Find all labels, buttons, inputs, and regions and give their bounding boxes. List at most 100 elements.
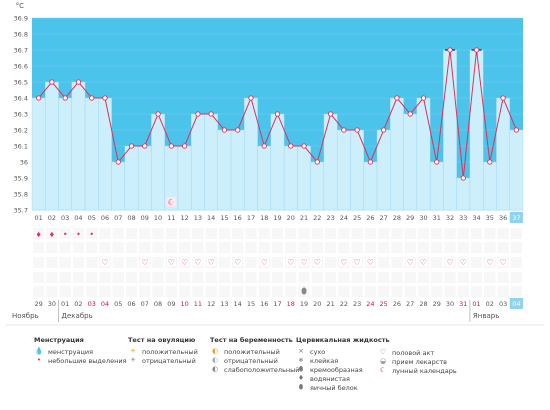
legend-cervical-sticky: клейкая	[310, 356, 339, 365]
symbol-cell	[46, 272, 58, 283]
heart-mark: ♡	[261, 258, 268, 267]
date-label: 11	[194, 300, 202, 308]
heart-cell	[497, 256, 509, 268]
y-tick-label: 36.5	[14, 79, 28, 87]
temperature-bar	[337, 129, 351, 211]
symbol-cell	[232, 242, 244, 253]
symbol-cell	[391, 286, 403, 297]
heart-cell	[444, 256, 456, 268]
heart-cell	[99, 256, 111, 268]
symbol-cell	[218, 257, 231, 268]
temperature-bar	[111, 161, 126, 211]
date-label: 24	[366, 300, 374, 308]
cycle-day-label: 16	[234, 214, 242, 222]
symbol-cell	[86, 257, 98, 268]
cycle-day-label: 01	[34, 214, 42, 222]
symbol-cell	[510, 228, 522, 239]
moon-icon: ☾	[379, 366, 387, 374]
temperature-bar	[71, 81, 86, 211]
symbol-cell	[457, 228, 469, 239]
date-label: 02	[74, 300, 82, 308]
pregnancy-positive-icon: ◐	[211, 347, 219, 355]
temperature-point	[288, 143, 294, 149]
cycle-day-label: 10	[154, 214, 162, 222]
sticky-icon: ∗	[298, 356, 304, 364]
cycle-day-label: 31	[433, 214, 441, 222]
menstruation-mark: •	[63, 230, 68, 239]
y-tick-label: 36.1	[14, 143, 28, 151]
cycle-day-label: 29	[406, 214, 414, 222]
legend-spotting-item: небольшие выделения	[48, 356, 127, 365]
heart-cell	[404, 256, 416, 268]
today-highlight	[509, 212, 523, 223]
temperature-point	[274, 111, 281, 117]
symbol-cell	[391, 242, 403, 253]
heart-icon: ♡	[379, 348, 387, 356]
symbol-cell	[351, 286, 363, 297]
heart-mark: ♡	[314, 258, 321, 267]
sun-positive-icon: ☀	[129, 347, 137, 355]
symbol-cell	[324, 286, 337, 297]
heart-mark: ♡	[300, 258, 307, 267]
temperature-bar	[509, 129, 524, 211]
symbol-cell	[165, 272, 177, 283]
symbol-cell	[152, 242, 164, 253]
watery-icon: ♦	[297, 374, 305, 382]
symbol-cell	[324, 228, 337, 239]
symbol-cell	[324, 257, 337, 268]
temperature-point	[500, 95, 506, 101]
date-label: 01	[61, 300, 69, 308]
date-label: 07	[141, 300, 149, 308]
legend-cervical-title: Цервикальная жидкость	[296, 336, 390, 344]
symbol-cell	[351, 272, 363, 283]
temperature-point	[128, 143, 135, 149]
temperature-bar	[191, 113, 205, 211]
temperature-bar	[496, 97, 510, 211]
temperature-point	[221, 127, 228, 133]
symbol-cell	[338, 286, 350, 297]
symbol-cell	[484, 286, 496, 297]
temperature-point	[473, 47, 480, 53]
temperature-bar	[469, 49, 484, 211]
temperature-bar	[45, 81, 59, 211]
symbol-cell	[258, 272, 270, 283]
temperature-point	[168, 143, 174, 149]
symbol-cell	[112, 272, 124, 283]
symbol-cell	[86, 286, 98, 297]
symbol-cell	[205, 286, 217, 297]
date-label: 30	[48, 300, 56, 308]
symbol-cell	[258, 286, 270, 297]
symbol-cell	[192, 228, 204, 239]
date-label: 14	[234, 300, 242, 308]
heart-cell	[258, 256, 270, 268]
symbol-cell	[33, 286, 45, 297]
symbol-cell	[431, 242, 443, 253]
symbol-cell	[125, 242, 138, 253]
heart-cell	[458, 256, 469, 268]
moon-marker-bg	[166, 197, 177, 207]
heart-mark: ♡	[340, 258, 347, 267]
symbol-cell	[351, 228, 363, 239]
symbol-cell	[391, 228, 403, 239]
date-label: 19	[300, 300, 308, 308]
date-label: 03	[499, 300, 507, 308]
date-label: 17	[273, 300, 281, 308]
symbol-cell	[298, 272, 310, 283]
date-label: 29	[34, 300, 42, 308]
symbol-cell	[245, 242, 257, 253]
symbol-cell	[364, 242, 377, 253]
symbol-cell	[484, 272, 496, 283]
temperature-point	[248, 95, 254, 101]
cycle-day-label: 14	[207, 214, 215, 222]
symbol-cell	[192, 272, 204, 283]
symbol-cell	[324, 242, 337, 253]
symbol-cell	[364, 286, 377, 297]
temperature-bar	[151, 113, 165, 211]
temperature-point	[89, 95, 95, 101]
temperature-point	[301, 143, 307, 149]
symbol-cell	[470, 272, 483, 283]
heart-cell	[484, 256, 496, 268]
cycle-day-label: 07	[114, 214, 122, 222]
heart-mark: ♡	[367, 258, 374, 267]
